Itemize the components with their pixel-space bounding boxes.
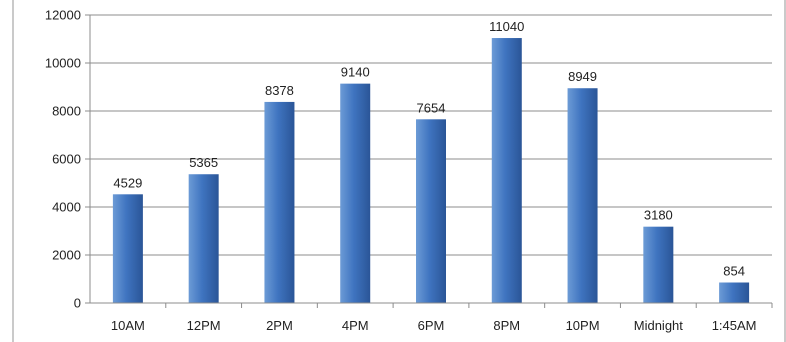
y-tick-label: 6000	[52, 152, 81, 167]
bar	[264, 101, 295, 303]
y-tick-label: 0	[74, 296, 81, 311]
x-tick-label: 6PM	[418, 318, 445, 333]
data-label: 9140	[341, 65, 370, 80]
y-tick-label: 10000	[45, 56, 81, 71]
x-tick-label: 2PM	[266, 318, 293, 333]
data-label: 5365	[189, 155, 218, 170]
bar	[491, 38, 522, 303]
bar	[340, 83, 371, 303]
x-tick-label: 10PM	[566, 318, 600, 333]
data-label: 854	[723, 264, 745, 279]
x-tick-label: 10AM	[111, 318, 145, 333]
data-label: 7654	[417, 100, 446, 115]
y-tick-label: 2000	[52, 248, 81, 263]
y-tick-label: 4000	[52, 200, 81, 215]
bar	[188, 174, 219, 303]
data-label: 8378	[265, 83, 294, 98]
data-label: 4529	[113, 175, 142, 190]
x-axis-ticks: 10AM 12PM 2PM 4PM 6PM 8PM 10PM Midnight 1:45AM	[111, 303, 773, 333]
data-label: 11040	[489, 19, 524, 34]
x-tick-label: 12PM	[187, 318, 221, 333]
x-tick-label: Midnight	[634, 318, 684, 333]
data-label: 8949	[568, 69, 597, 84]
bar	[112, 194, 143, 303]
y-tick-label: 8000	[52, 104, 81, 119]
bar	[416, 119, 446, 303]
x-tick-label: 4PM	[342, 318, 369, 333]
bars	[112, 38, 750, 303]
bar	[719, 282, 750, 303]
bar	[567, 88, 598, 303]
bar	[643, 226, 674, 303]
data-label: 3180	[644, 208, 673, 223]
y-tick-label: 12000	[45, 8, 81, 23]
x-tick-label: 8PM	[493, 318, 520, 333]
value-labels: 4529 5365 8378 9140 7654 11040 8949 3180 854	[113, 19, 745, 278]
y-axis-ticks: 0 2000 4000 6000 8000 10000 12000	[45, 8, 90, 311]
x-tick-label: 1:45AM	[712, 318, 757, 333]
